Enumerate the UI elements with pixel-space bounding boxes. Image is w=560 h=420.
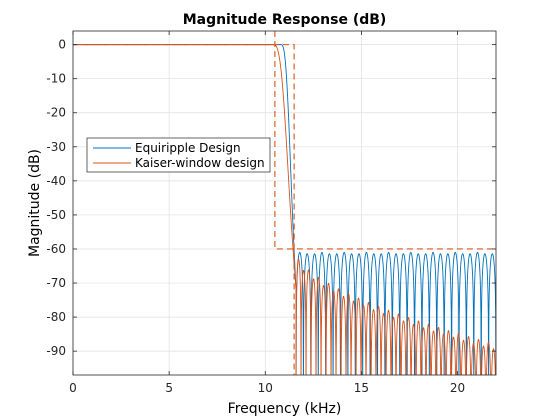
axis-ticks: 0 5 10 15 20 0 -10 -20 -30 -40 -50 -60 -70 -80 -90 — [46, 31, 496, 395]
constraint-mask — [73, 31, 496, 375]
y-tick-label: 0 — [58, 38, 66, 52]
chart-title: Magnitude Response (dB) — [183, 12, 387, 28]
y-tick-label: -90 — [46, 344, 66, 358]
series-line-kaiser — [73, 44, 496, 375]
x-axis-label: Frequency (kHz) — [228, 401, 342, 417]
x-tick-label: 20 — [450, 381, 465, 395]
y-tick-label: -50 — [46, 208, 66, 222]
y-tick-label: -30 — [46, 140, 66, 154]
x-tick-label: 15 — [354, 381, 369, 395]
y-tick-label: -60 — [46, 242, 66, 256]
series-layer — [73, 31, 496, 375]
x-tick-label: 10 — [258, 381, 273, 395]
x-tick-label: 5 — [165, 381, 173, 395]
y-axis-label: Magnitude (dB) — [27, 149, 43, 257]
plot-frame — [72, 30, 497, 376]
y-tick-label: -70 — [46, 276, 66, 290]
series-line-equiripple — [73, 44, 496, 375]
y-tick-label: -80 — [46, 310, 66, 324]
plot-area — [73, 31, 496, 375]
legend-entry: Kaiser-window design — [135, 156, 265, 170]
y-tick-label: -20 — [46, 106, 66, 120]
legend-box — [86, 137, 271, 173]
y-tick-label: -40 — [46, 174, 66, 188]
legend-entry: Equiripple Design — [135, 141, 241, 155]
x-tick-label: 0 — [69, 381, 77, 395]
y-tick-label: -10 — [46, 72, 66, 86]
